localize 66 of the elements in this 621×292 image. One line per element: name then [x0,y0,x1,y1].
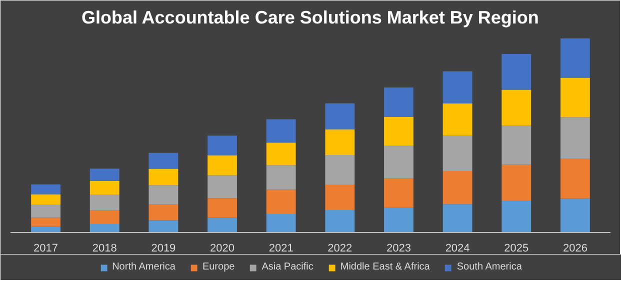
bar [266,165,296,190]
bar [208,218,237,232]
x-tick-label: 2020 [210,242,235,254]
bar [560,158,590,198]
bar [502,200,532,232]
bar [325,184,355,210]
bar [442,71,472,104]
bar [560,78,590,118]
bar [31,218,60,227]
bar [502,126,532,165]
bar [31,204,60,218]
bar [502,164,532,200]
bar [325,155,355,185]
bar [148,152,178,169]
bar [208,175,237,198]
bar [266,190,296,214]
chart-title: Global Accountable Care Solutions Market By Region [81,8,539,28]
legend-label: Middle East & Africa [340,262,430,272]
legend-label: Asia Pacific [262,262,314,272]
legend-label: South America [456,262,522,272]
bar [442,103,472,136]
bar [384,208,414,232]
bar [384,178,414,208]
bar [384,87,414,117]
bar [90,210,120,224]
bar [502,90,532,126]
bar [384,146,414,178]
bar [148,185,178,204]
x-tick-label: 2025 [504,242,529,254]
bar [442,136,472,171]
bar [560,117,590,159]
bar [208,198,237,218]
x-tick-label: 2023 [386,242,411,254]
bar [148,204,178,220]
x-tick-label: 2026 [562,242,588,254]
bar [560,198,590,232]
bar [208,136,237,156]
bar [325,210,355,232]
x-tick-label: 2021 [268,242,294,254]
x-tick-label: 2022 [328,242,352,254]
bar [502,54,532,90]
bar [442,204,472,232]
legend-label: Europe [202,262,235,272]
bar [442,170,472,204]
bar [560,38,590,78]
bar [90,194,120,210]
bar [384,116,414,146]
bar [31,194,60,205]
bar [266,214,296,232]
bar [208,155,237,176]
x-tick-label: 2024 [445,242,470,254]
bar [266,119,296,143]
bar [31,226,60,232]
bar [31,184,60,194]
bar [148,220,178,232]
x-tick-label: 2018 [92,242,117,254]
bar [325,103,355,130]
bar [90,224,120,232]
x-tick-label: 2017 [34,242,58,254]
x-tick-label: 2019 [151,242,176,254]
bar [148,168,178,186]
legend-label: North America [112,262,176,272]
bar [325,129,355,156]
bar [266,142,296,166]
bar [90,180,120,195]
bar [90,168,120,181]
